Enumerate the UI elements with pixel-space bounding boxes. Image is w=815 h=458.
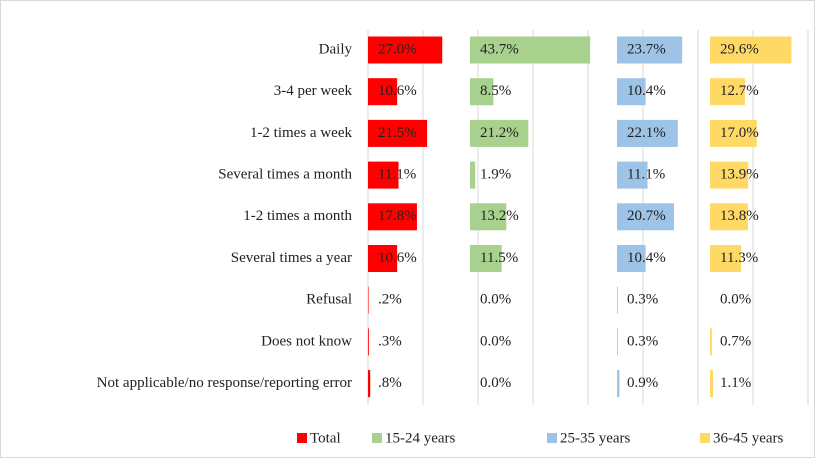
data-label: 10.6%	[378, 83, 417, 99]
bar	[710, 78, 745, 106]
category-label: Daily	[319, 41, 353, 57]
data-label: 22.1%	[627, 125, 666, 141]
data-label: 21.5%	[378, 125, 417, 141]
category-label: 1-2 times a week	[250, 125, 353, 141]
category-label: 1-2 times a month	[243, 208, 352, 224]
legend-label: 25-35 years	[560, 430, 631, 446]
legend-label: 15-24 years	[385, 430, 456, 446]
bar	[617, 370, 620, 398]
category-label: 3-4 per week	[274, 83, 353, 99]
data-label: .8%	[378, 375, 402, 391]
bar	[710, 36, 792, 64]
data-label: 17.0%	[720, 125, 759, 141]
bar	[470, 203, 507, 231]
bar	[617, 245, 646, 272]
bar	[710, 203, 748, 231]
data-label: 21.2%	[480, 125, 519, 141]
data-label: 8.5%	[480, 83, 511, 99]
data-label: 13.2%	[480, 208, 519, 224]
data-label: 0.0%	[480, 333, 511, 349]
bar	[368, 119, 428, 147]
data-label: 43.7%	[480, 41, 519, 57]
bar	[368, 245, 398, 272]
data-label: 0.3%	[627, 292, 658, 308]
bar	[470, 161, 476, 189]
bar	[617, 286, 618, 314]
bar	[617, 119, 678, 147]
data-label: .2%	[378, 292, 402, 308]
data-label: 11.1%	[378, 167, 416, 183]
data-label: 1.9%	[480, 167, 511, 183]
bar	[368, 161, 399, 189]
category-label: Several times a month	[218, 167, 352, 183]
legend-swatch	[700, 433, 710, 443]
bar	[617, 36, 683, 64]
bar	[470, 245, 502, 272]
legend-label: 36-45 years	[713, 430, 784, 446]
data-label: 0.9%	[627, 375, 658, 391]
bar	[710, 370, 714, 398]
bar	[368, 78, 398, 106]
data-label: 0.0%	[720, 292, 751, 308]
data-label: 11.1%	[627, 167, 665, 183]
data-label: 17.8%	[378, 208, 417, 224]
bar	[368, 286, 369, 314]
data-label: 0.0%	[480, 292, 511, 308]
data-label: 13.9%	[720, 167, 759, 183]
category-label: Refusal	[306, 292, 352, 308]
data-label: 1.1%	[720, 375, 751, 391]
data-label: 23.7%	[627, 41, 666, 57]
data-label: .3%	[378, 333, 402, 349]
bar	[617, 78, 646, 106]
category-label: Does not know	[261, 333, 352, 349]
data-label: 12.7%	[720, 83, 759, 99]
legend-swatch	[297, 433, 307, 443]
data-label: 0.0%	[480, 375, 511, 391]
data-label: 11.3%	[720, 250, 758, 266]
bar	[470, 78, 494, 106]
data-label: 10.4%	[627, 83, 666, 99]
bar	[368, 328, 369, 356]
category-label: Several times a year	[231, 250, 352, 266]
data-label: 13.8%	[720, 208, 759, 224]
bar	[710, 245, 742, 272]
data-label: 0.3%	[627, 333, 658, 349]
data-label: 27.0%	[378, 41, 417, 57]
bar	[368, 203, 417, 231]
bar	[617, 203, 674, 231]
bar	[470, 36, 591, 64]
data-label: 29.6%	[720, 41, 759, 57]
data-label: 0.7%	[720, 333, 751, 349]
bar	[470, 119, 529, 147]
data-label: 11.5%	[480, 250, 518, 266]
bar	[617, 161, 648, 189]
legend-swatch	[372, 433, 382, 443]
category-label: Not applicable/no response/reporting err…	[97, 375, 352, 391]
bar	[368, 370, 371, 398]
bar	[368, 36, 443, 64]
data-label: 10.6%	[378, 250, 417, 266]
legend-label: Total	[310, 430, 341, 446]
bar	[710, 328, 712, 356]
data-label: 20.7%	[627, 208, 666, 224]
bar	[617, 328, 618, 356]
bar	[710, 161, 749, 189]
legend-swatch	[547, 433, 557, 443]
bar	[710, 119, 757, 147]
data-label: 10.4%	[627, 250, 666, 266]
